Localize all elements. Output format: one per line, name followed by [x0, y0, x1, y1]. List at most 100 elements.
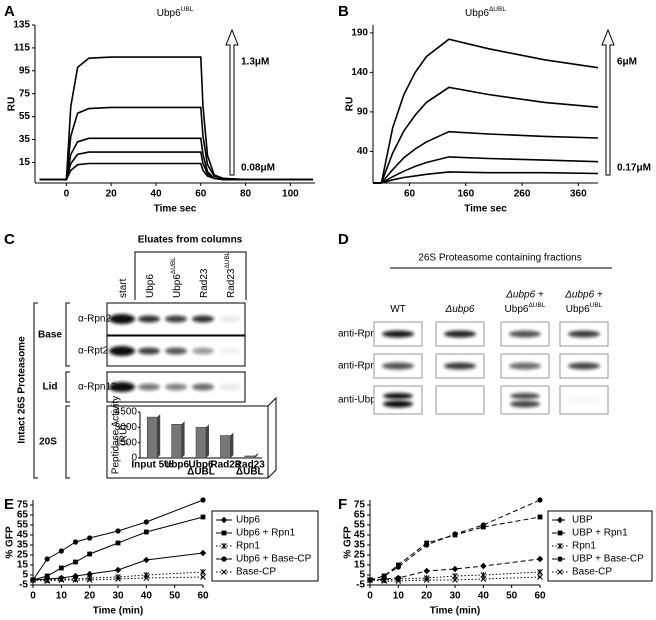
bar-side — [157, 414, 161, 458]
legend-label: Rpn1 — [236, 541, 260, 552]
y-tick-label: 75 — [17, 500, 29, 511]
marker — [537, 514, 543, 520]
blot-band — [509, 362, 541, 370]
blot-band — [109, 314, 135, 324]
y-tick-label: 35 — [17, 540, 29, 551]
y-tick-label: 15 — [19, 157, 31, 168]
x-tick-label: 60 — [197, 591, 209, 602]
text-part: Ubp6 — [172, 274, 183, 298]
marker — [221, 556, 227, 562]
series-line — [373, 86, 599, 184]
series-line — [39, 106, 313, 181]
marker — [556, 516, 564, 524]
x-tick-label: Input 5% — [131, 460, 173, 471]
y-tick-label: 135 — [13, 20, 30, 31]
blot-band — [444, 362, 476, 370]
x-tick-label: Ubp6 — [189, 460, 214, 471]
legend-label: UBP — [572, 515, 593, 526]
marker — [395, 564, 401, 570]
marker — [143, 572, 150, 578]
marker — [143, 519, 149, 525]
marker — [86, 570, 93, 578]
legend-label: Ubp6 + Rpn1 — [236, 528, 296, 539]
row-label: anti-Rpn12 — [338, 329, 387, 340]
bar — [220, 435, 231, 459]
panel-label: F — [338, 496, 347, 513]
y-tick-label: 115 — [14, 43, 31, 54]
marker — [200, 497, 206, 503]
x-tick-label: 10 — [56, 591, 68, 602]
y-tick-label: 90 — [357, 107, 369, 118]
marker — [73, 559, 78, 565]
superscript: ΔUBL — [224, 251, 231, 268]
y-tick-label: 35 — [19, 134, 31, 145]
bar — [244, 455, 256, 459]
marker — [424, 542, 430, 548]
text-part: Rad23 — [226, 268, 237, 298]
marker — [143, 556, 150, 564]
group-label: Base — [38, 330, 62, 341]
blot-band — [192, 315, 214, 323]
bar-side — [254, 452, 258, 458]
x-axis-label: Time sec — [464, 204, 507, 215]
y-tick-label: 1500 — [115, 437, 138, 448]
annotation: 0.08μM — [241, 163, 275, 174]
x-axis-label: Time sec — [154, 204, 197, 215]
marker — [87, 551, 93, 557]
lane-label: Ubp6 — [145, 274, 156, 298]
legend-label: Base-CP — [236, 567, 276, 578]
marker — [557, 543, 563, 549]
text-part: Rad23 — [199, 268, 210, 298]
series-line — [373, 171, 599, 184]
y-tick-label: 5 — [359, 570, 365, 581]
bar — [146, 416, 158, 459]
marker — [44, 577, 51, 583]
marker — [87, 535, 93, 541]
chart-title: Ubp6UBL — [157, 6, 194, 18]
blot-band — [444, 330, 476, 338]
x-tick-label: 50 — [506, 591, 518, 602]
marker — [44, 578, 51, 584]
bar — [195, 427, 207, 459]
y-tick-label: 55 — [17, 520, 29, 531]
marker — [423, 577, 430, 583]
marker — [199, 549, 207, 557]
blot-band — [383, 393, 413, 399]
row-label: anti-Rpn2 — [338, 361, 382, 372]
text-part: Δubp6 — [445, 304, 475, 315]
superscript: UBL — [181, 6, 194, 13]
antibody-label: α-Rpn12 — [78, 382, 117, 393]
series-line — [373, 130, 599, 184]
x-tick-sublabel: ΔUBL — [236, 467, 264, 478]
marker — [557, 569, 563, 575]
y-tick-label: 65 — [354, 510, 366, 521]
marker — [537, 497, 543, 503]
antibody-label: α-Rpn2 — [78, 314, 111, 325]
series-line — [39, 56, 313, 181]
x-tick-label: 0 — [30, 591, 36, 602]
annotation: 6μM — [617, 57, 637, 68]
row-label: anti-Ubp6 — [338, 395, 382, 406]
y-tick-label: 3000 — [115, 422, 138, 433]
x-tick-label: 0 — [367, 591, 373, 602]
marker — [381, 573, 387, 579]
blot-band — [192, 347, 214, 355]
marker — [44, 573, 50, 579]
y-tick-label: 0 — [131, 453, 137, 464]
y-axis-label: % GFP — [5, 526, 16, 559]
column-label: Δubp6 + — [564, 290, 603, 301]
x-tick-label: 80 — [240, 189, 252, 200]
y-tick-label: 35 — [354, 540, 366, 551]
series-line — [32, 576, 204, 582]
blot-band — [382, 362, 414, 370]
x-tick-label: Rad23 — [210, 460, 240, 471]
y-tick-label: 45 — [17, 530, 29, 541]
legend-label: Ubp6 + Base-CP — [236, 554, 312, 565]
superscript: ΔUBL — [170, 257, 177, 274]
y-tick-label: 25 — [354, 550, 366, 561]
legend-label: Ubp6 — [236, 515, 260, 526]
x-tick-label: 40 — [150, 189, 162, 200]
marker — [367, 577, 373, 583]
y-tick-label: 15 — [354, 560, 366, 571]
y-tick-label: 4500 — [115, 407, 138, 418]
